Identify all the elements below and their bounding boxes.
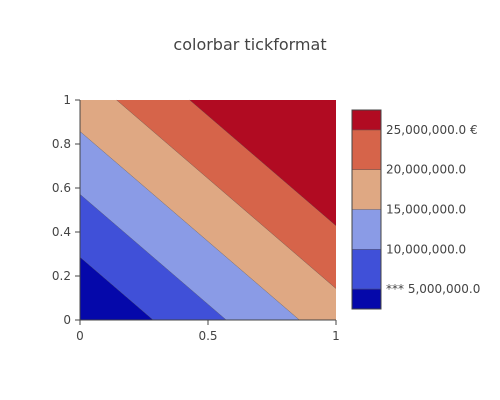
y-axis: 0 0.2 0.4 0.6 0.8 1 [52, 93, 81, 327]
plot-area [79, 99, 337, 321]
colorbar-swatch-2 [352, 209, 381, 250]
y-tick-label: 0.4 [52, 225, 71, 239]
colorbar-swatch-1 [352, 249, 381, 290]
contour-line-1 [79, 256, 154, 321]
x-tick-label: 1 [332, 329, 340, 343]
colorbar-outline [351, 109, 382, 310]
y-tick-label: 0 [63, 313, 71, 327]
colorbar-swatch-5 [352, 110, 381, 130]
y-tick-label: 1 [63, 93, 71, 107]
colorbar-tick-label: 10,000,000.0 [386, 242, 466, 256]
colorbar: *** 5,000,000.0 10,000,000.0 15,000,000.0 2… [351, 109, 480, 310]
colorbar-swatch-3 [352, 169, 381, 210]
contour-line-3 [79, 131, 300, 321]
colorbar-swatch-4 [352, 129, 381, 170]
x-axis: 0 0.5 1 [76, 319, 340, 343]
y-tick-label: 0.6 [52, 181, 71, 195]
colorbar-tick-label: 20,000,000.0 [386, 163, 466, 177]
x-tick-label: 0 [76, 329, 84, 343]
contour-line-4 [116, 99, 337, 289]
contour-band-5 [189, 100, 336, 226]
y-tick-label: 0.8 [52, 137, 71, 151]
colorbar-tick-label: 15,000,000.0 [386, 203, 466, 217]
chart-title: colorbar tickformat [173, 35, 326, 54]
contour-line-5 [189, 99, 337, 226]
colorbar-tick-label: 25,000,000.0 € [386, 123, 478, 137]
x-tick-label: 0.5 [198, 329, 217, 343]
contour-line-2 [79, 194, 227, 321]
colorbar-tick-label: *** 5,000,000.0 [386, 282, 480, 296]
contour-band-3 [80, 100, 336, 320]
y-tick-label: 0.2 [52, 269, 71, 283]
colorbar-swatch-0 [352, 289, 381, 309]
